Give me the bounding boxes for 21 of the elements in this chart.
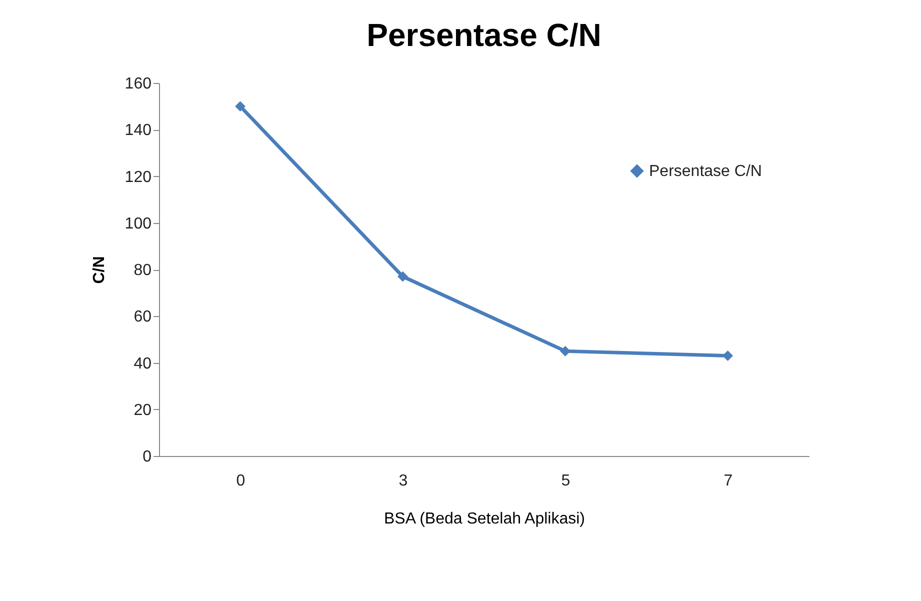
x-tick-label: 7 <box>724 472 733 490</box>
y-tick-label: 120 <box>124 168 152 186</box>
y-tick-label: 40 <box>134 355 152 372</box>
y-tick-label: 0 <box>142 448 152 466</box>
y-tick-label: 80 <box>134 262 152 279</box>
x-tick-label: 5 <box>561 472 570 490</box>
x-axis-title: BSA (Beda Setelah Aplikasi) <box>384 510 586 528</box>
y-tick-label: 140 <box>124 122 152 140</box>
legend-label: Persentase C/N <box>649 163 762 180</box>
y-tick-label: 160 <box>124 76 152 92</box>
y-axis-title: C/N <box>90 256 108 284</box>
x-tick-label: 0 <box>236 472 246 490</box>
point <box>235 101 246 112</box>
y-tick-label: 20 <box>134 402 152 419</box>
x-tick-label: 3 <box>398 472 408 490</box>
y-tick-label: 100 <box>124 215 152 232</box>
point <box>398 271 408 282</box>
chart-title: Persentase C/N <box>366 17 602 53</box>
point <box>722 350 733 361</box>
y-tick-label: 60 <box>134 308 152 326</box>
point <box>560 346 570 356</box>
